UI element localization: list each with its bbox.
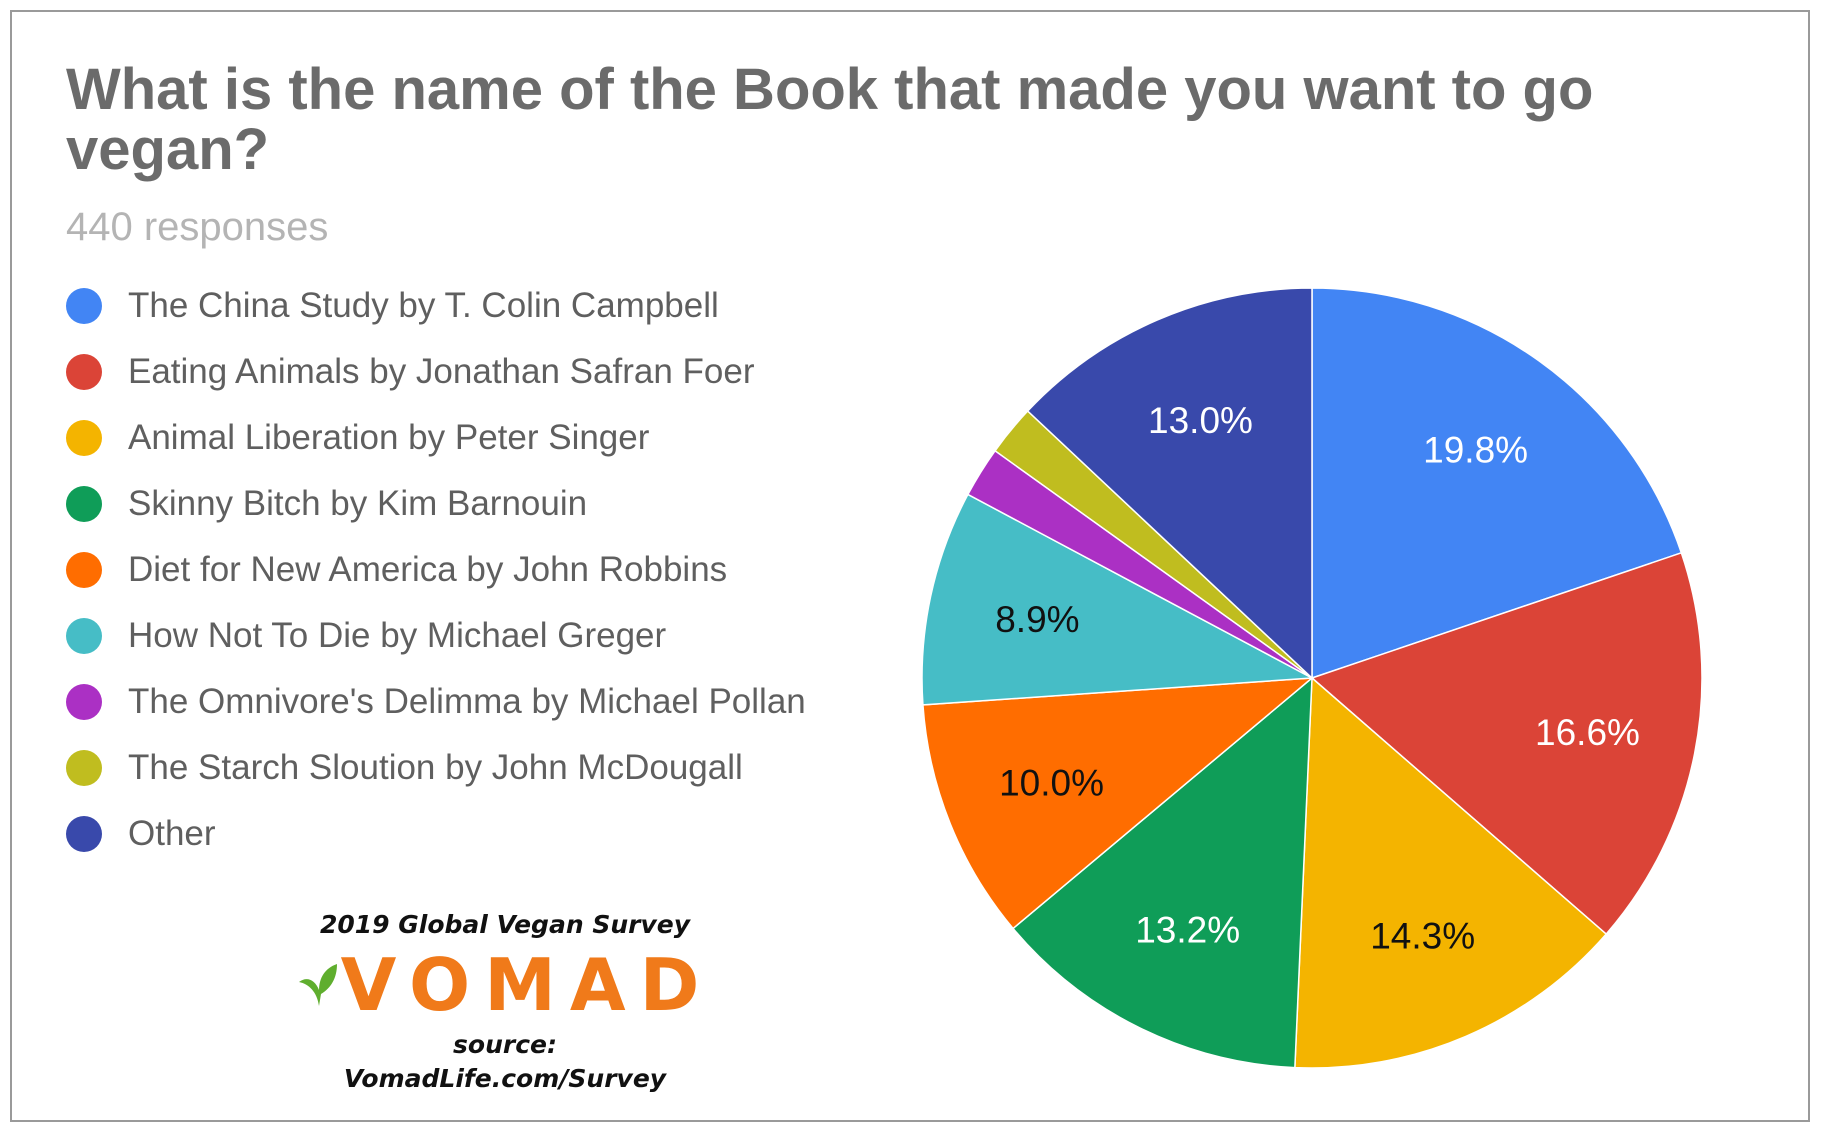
legend-item: The Omnivore's Delimma by Michael Pollan <box>66 678 806 744</box>
legend-label: The Omnivore's Delimma by Michael Pollan <box>128 682 806 721</box>
slice-value-label: 10.0% <box>999 763 1104 804</box>
legend-item: Animal Liberation by Peter Singer <box>66 414 806 480</box>
legend-item: The Starch Sloution by John McDougall <box>66 744 806 810</box>
legend-label: How Not To Die by Michael Greger <box>128 616 667 655</box>
leaf-icon <box>298 964 337 1006</box>
slice-value-label: 19.8% <box>1423 429 1528 470</box>
slice-value-label: 13.0% <box>1148 400 1253 441</box>
legend-swatch <box>66 486 102 522</box>
chart-title: What is the name of the Book that made y… <box>66 57 1594 182</box>
slice-value-label: 8.9% <box>995 599 1079 640</box>
pie-slice <box>1294 676 1608 1069</box>
legend-swatch <box>66 618 102 654</box>
legend-label: Other <box>128 814 216 853</box>
pie-slice <box>922 677 1315 930</box>
legend-label: Animal Liberation by Peter Singer <box>128 418 650 457</box>
legend-swatch <box>66 354 102 390</box>
pie-slice <box>1026 287 1313 680</box>
source-link[interactable]: source: VomadLife.com/Survey <box>343 1030 667 1093</box>
legend-swatch <box>66 552 102 588</box>
legend-item: How Not To Die by Michael Greger <box>66 612 806 678</box>
legend-swatch <box>66 288 102 324</box>
survey-name: 2019 Global Vegan Survey <box>319 910 691 939</box>
response-count: 440 responses <box>66 205 329 249</box>
legend-label: Skinny Bitch by Kim Barnouin <box>128 484 588 523</box>
legend-swatch <box>66 420 102 456</box>
legend-item: Skinny Bitch by Kim Barnouin <box>66 480 806 546</box>
slice-value-label: 13.2% <box>1135 909 1240 950</box>
pie-slice <box>1310 551 1703 936</box>
slice-value-label: 16.6% <box>1535 712 1640 753</box>
pie-slice <box>1311 287 1683 680</box>
branding-block: 2019 Global Vegan Survey VOMAD source: V… <box>295 908 715 1096</box>
pie-slice <box>1012 676 1313 1069</box>
vomad-logo: VOMAD <box>295 942 715 1028</box>
legend-item: Diet for New America by John Robbins <box>66 546 806 612</box>
logo-wordmark: VOMAD <box>340 943 714 1027</box>
legend-label: Eating Animals by Jonathan Safran Foer <box>128 352 755 391</box>
legend-label: The Starch Sloution by John McDougall <box>128 748 743 787</box>
legend-item: Eating Animals by Jonathan Safran Foer <box>66 348 806 414</box>
legend-label: The China Study by T. Colin Campbell <box>128 286 719 325</box>
legend-swatch <box>66 816 102 852</box>
legend-item: Other <box>66 810 806 876</box>
pie-slice <box>921 493 1315 706</box>
legend-label: Diet for New America by John Robbins <box>128 550 728 589</box>
legend-swatch <box>66 684 102 720</box>
chart-legend: The China Study by T. Colin Campbell Eati… <box>66 282 806 876</box>
legend-item: The China Study by T. Colin Campbell <box>66 282 806 348</box>
slice-value-label: 14.3% <box>1370 916 1475 957</box>
legend-swatch <box>66 750 102 786</box>
